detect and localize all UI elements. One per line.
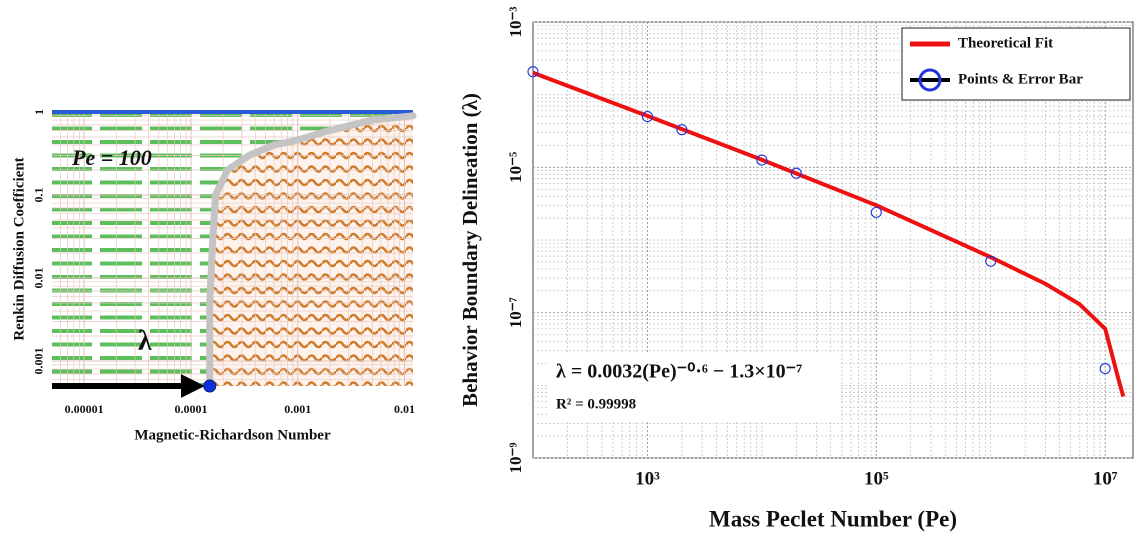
x-tick-label: 0.001 (284, 402, 311, 416)
left-chart: 0.00001 0.0001 0.001 0.01 0.001 0.01 0.1 1 Pe = … (11, 109, 417, 443)
x-axis-label: Magnetic-Richardson Number (134, 427, 331, 443)
data-point (527, 66, 539, 78)
y-tick-label: 10⁻³ (506, 6, 525, 37)
y-tick-label: 10⁻⁹ (506, 442, 525, 473)
y-axis-label: Behavior Boundary Delineation (λ) (458, 93, 482, 407)
data-point (870, 206, 882, 218)
right-chart: 10³ 10⁵ 10⁷ 10⁻⁹ 10⁻⁷ 10⁻⁵ 10⁻³ Theoretical Fit… (458, 6, 1134, 531)
annotation: Pe = 100 (71, 145, 152, 170)
x-tick-label: 0.00001 (65, 402, 104, 416)
y-tick-label: 10⁻⁵ (506, 152, 525, 183)
annotation: λ = 0.0032(Pe)⁻⁰·⁶ − 1.3×10⁻⁷ (556, 361, 802, 383)
stable-region (52, 112, 413, 386)
x-tick-label: 10⁷ (1093, 468, 1118, 489)
data-point (676, 124, 688, 136)
annotation-box (548, 352, 840, 420)
point (203, 379, 217, 393)
fit-line (532, 70, 1126, 398)
data-point (756, 154, 768, 166)
y-tick-label: 0.001 (32, 348, 46, 375)
y-tick-label: 0.1 (32, 188, 46, 203)
annotation: λ (138, 325, 152, 356)
data-point (641, 110, 653, 123)
legend-label: Theoretical Fit (958, 35, 1053, 51)
y-tick-label: 0.01 (32, 268, 46, 289)
x-tick-label: 0.01 (394, 402, 415, 416)
legend-box (901, 27, 1131, 101)
x-tick-label: 10³ (635, 468, 660, 489)
data-point (985, 255, 997, 267)
x-axis-label: Mass Peclet Number (Pe) (709, 506, 957, 531)
legend-label: Points & Error Bar (958, 71, 1083, 87)
x-tick-label: 0.0001 (174, 402, 207, 416)
x-tick-label: 10⁵ (864, 468, 889, 489)
data-point (790, 167, 802, 179)
boundary-curve (206, 112, 417, 390)
legend-swatch (918, 68, 942, 92)
y-axis-label: Renkin Diffusion Coefficient (11, 157, 27, 340)
annotation: R² = 0.99998 (556, 396, 636, 412)
y-tick-label: 1 (32, 109, 46, 115)
y-tick-label: 10⁻⁷ (506, 297, 525, 328)
data-point (1099, 363, 1111, 375)
